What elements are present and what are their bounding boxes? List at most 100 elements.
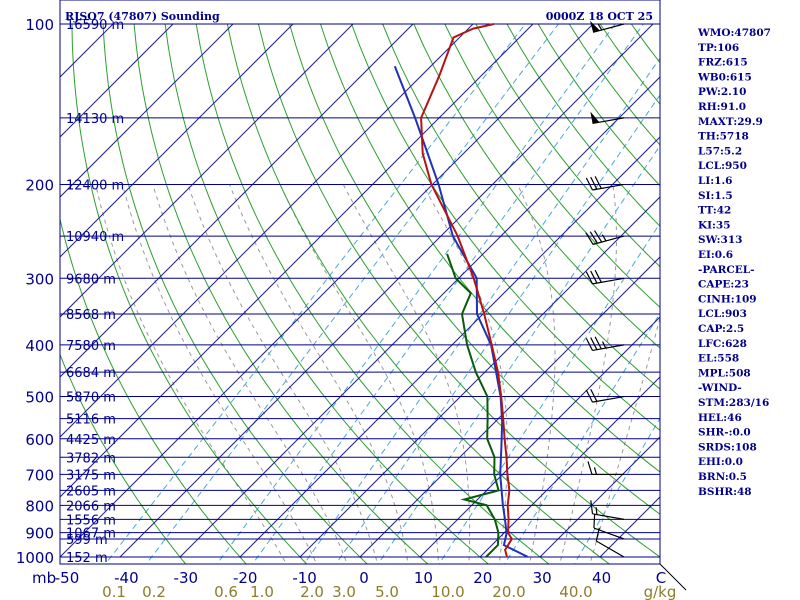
mixing-ratio-line [438, 222, 660, 564]
moist-adiabat-line [152, 184, 348, 564]
moist-adiabat-line [342, 184, 471, 564]
wind-barb-feather [590, 270, 598, 284]
dry-adiabat-line [756, 24, 800, 568]
pressure-tick-label: 600 [25, 431, 54, 449]
dry-adiabat-line [568, 23, 660, 146]
dry-adiabat-line [60, 353, 187, 564]
dry-adiabat-line [537, 23, 660, 187]
index-item: SHR-:0.0 [698, 427, 751, 439]
wind-barb-feather [585, 177, 594, 191]
wind-barb [585, 269, 625, 285]
mixing-ratio-line [303, 57, 660, 564]
wind-barb-feather [585, 232, 594, 245]
moist-adiabat-line [589, 316, 660, 564]
pressure-tick-label: 900 [25, 525, 54, 543]
index-item: TT:42 [698, 205, 731, 217]
isotherm-line [299, 196, 660, 558]
wind-barb-feather [589, 231, 598, 244]
index-item: STM:283/16 [698, 397, 769, 409]
mixing-ratio-line [145, 23, 559, 564]
wind-barb [585, 176, 625, 191]
height-label: 3175 m [66, 468, 116, 483]
wind-barb-feather [585, 338, 594, 351]
index-item: CAPE:23 [698, 279, 749, 291]
height-label: 12400 m [66, 178, 124, 193]
isotherm-line [60, 23, 534, 498]
temperature-tick-label: -20 [233, 569, 258, 587]
height-label: 5870 m [66, 391, 116, 406]
pressure-unit-label: mb [32, 569, 56, 587]
mixing-ratio-tick-label: 20.0 [492, 583, 525, 600]
moist-adiabat-line [517, 184, 556, 564]
index-item: TP:106 [698, 42, 739, 54]
temperature-tick-label: 10 [414, 569, 433, 587]
mixing-ratio-tick-label: 1.0 [250, 583, 274, 600]
moist-adiabats [95, 184, 660, 564]
height-label: 2066 m [66, 499, 116, 514]
wind-barb-shaft [592, 513, 625, 520]
wind-barb-shaft [592, 395, 625, 403]
index-panel: WMO:47807 TP:106 FRZ:615 WB0:615 PW:2.10 RH:9… [697, 27, 771, 498]
wind-barb-feather [594, 269, 602, 283]
index-item: RH:91.0 [698, 101, 746, 113]
height-label: 152 m [66, 551, 108, 566]
station-title: RJSO7 (47807) Sounding [65, 10, 220, 23]
mixing-ratio-line [104, 23, 526, 564]
temperature-tick-label: -10 [292, 569, 317, 587]
index-item: LI:1.6 [698, 175, 732, 187]
height-label: 7580 m [66, 339, 116, 354]
wind-barb-shaft [592, 23, 625, 33]
dewpoint-trace [446, 253, 500, 558]
index-item: CINH:109 [698, 293, 757, 305]
index-item: LFC:628 [698, 338, 747, 350]
mixing-ratio-tick-label: 10.0 [431, 583, 464, 600]
height-label: 599 m [66, 533, 108, 548]
wind-barb-half-feather [597, 23, 603, 31]
index-item: SW:313 [698, 234, 742, 246]
isotherm-line [60, 23, 474, 438]
wind-barb-half-feather [593, 467, 598, 475]
mixing-ratio-tick-label: 0.6 [214, 583, 238, 600]
index-item: -PARCEL- [698, 264, 754, 276]
index-item: FRZ:615 [698, 57, 748, 69]
wind-barb [587, 461, 624, 476]
wind-barb-feather [594, 230, 603, 243]
height-label: 2605 m [66, 484, 116, 499]
temperature-tick-label: 0 [359, 569, 369, 587]
mixing-ratio-tick-label: 5.0 [375, 583, 399, 600]
index-item: LCL:950 [698, 160, 747, 172]
index-item: -WIND- [698, 382, 742, 394]
temperature-tick-label: -30 [174, 569, 199, 587]
index-item: WB0:615 [697, 71, 752, 83]
index-item: PW:2.10 [698, 86, 746, 98]
temperature-tick-label: 30 [533, 569, 552, 587]
index-item: LCL:903 [698, 308, 747, 320]
height-label: 1556 m [66, 513, 116, 528]
index-item: CAP:2.5 [698, 323, 744, 335]
wind-barb-feather [590, 388, 598, 402]
isotherm-line [419, 316, 660, 558]
mixing-ratio-tick-label: g/kg [644, 583, 677, 600]
dry-adiabat-line [164, 23, 490, 564]
index-item: HEL:46 [698, 412, 742, 424]
temperature-tick-label: 40 [592, 569, 611, 587]
pressure-tick-label: 700 [25, 466, 54, 484]
index-item: SI:1.5 [698, 190, 733, 202]
wind-barb-flag [589, 20, 600, 33]
index-item: EI:0.6 [698, 249, 733, 261]
wind-barb-feather [585, 271, 594, 285]
isotherm-line [60, 23, 594, 558]
wind-barb [585, 230, 625, 245]
index-item: EL:558 [698, 353, 739, 365]
mixing-ratio-line [216, 23, 616, 564]
moist-adiabat-line [229, 184, 409, 564]
mixing-ratio-tick-label: 40.0 [559, 583, 592, 600]
isotherm-line [179, 76, 660, 558]
wind-barb-feather [594, 336, 602, 350]
isotherm-line [60, 23, 354, 318]
isotherm-line [60, 23, 234, 198]
dry-adiabat-line [475, 23, 660, 268]
pressure-tick-label: 800 [25, 497, 54, 515]
wind-barb-half-feather [601, 341, 607, 349]
